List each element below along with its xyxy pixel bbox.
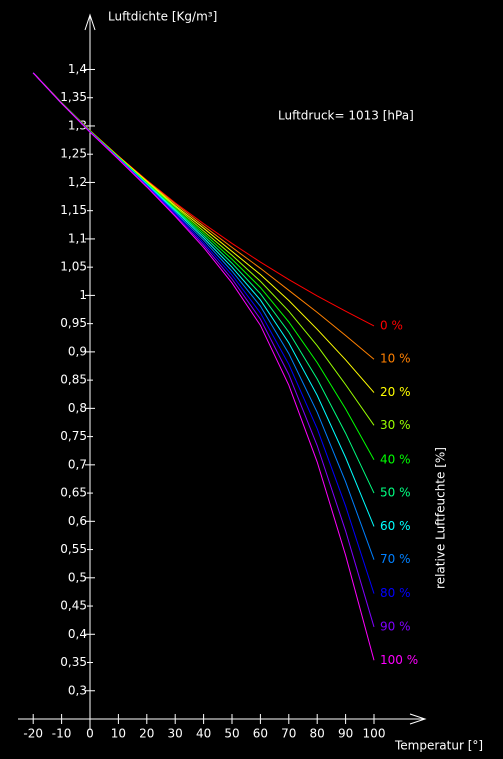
series-label: 80 %: [380, 586, 411, 600]
x-tick-label: 80: [310, 727, 325, 741]
x-tick-label: 40: [196, 727, 211, 741]
x-tick-label: 0: [86, 727, 94, 741]
series-label: 40 %: [380, 452, 411, 466]
y-minor-tick-label: 1,25: [60, 147, 87, 161]
annotation: Luftdruck= 1013 [hPa]: [278, 109, 414, 123]
y-minor-tick-label: 0,55: [60, 542, 87, 556]
x-tick-label: -10: [52, 727, 72, 741]
x-tick-label: 30: [168, 727, 183, 741]
series-label: 10 %: [380, 352, 411, 366]
y-axis-arrow: [84, 13, 96, 31]
y-tick-label: 1,3: [68, 118, 87, 132]
x-tick-label: 90: [338, 727, 353, 741]
y-tick-label: 0,8: [68, 401, 87, 415]
y-axis-title: Luftdichte [Kg/m³]: [108, 10, 217, 24]
y-tick-label: 1: [79, 288, 87, 302]
y-minor-tick-label: 1,35: [60, 90, 87, 104]
y-minor-tick-label: 0,85: [60, 373, 87, 387]
x-tick-label: 60: [253, 727, 268, 741]
y-tick-label: 0,4: [68, 627, 87, 641]
series-label: 20 %: [380, 385, 411, 399]
series-line: [32, 72, 375, 661]
x-tick-label: 50: [224, 727, 239, 741]
series-label: 90 %: [380, 619, 411, 633]
y-tick-label: 0,3: [68, 683, 87, 697]
series-label: 30 %: [380, 418, 411, 432]
series-label: 50 %: [380, 486, 411, 500]
y-tick-label: 0,7: [68, 457, 87, 471]
x-tick-label: 10: [111, 727, 126, 741]
series-label: 100 %: [380, 653, 418, 667]
y-tick-label: 0,9: [68, 344, 87, 358]
y-minor-tick-label: 1,15: [60, 203, 87, 217]
legend-title: relative Luftfeuchte [%]: [434, 447, 448, 589]
y-minor-tick-label: 0,65: [60, 486, 87, 500]
x-tick-label: -20: [23, 727, 43, 741]
x-tick-label: 20: [139, 727, 154, 741]
y-minor-tick-label: 0,75: [60, 429, 87, 443]
series-label: 70 %: [380, 552, 411, 566]
x-axis-title: Temperatur [°]: [394, 739, 483, 753]
y-minor-tick-label: 0,35: [60, 655, 87, 669]
y-minor-tick-label: 0,45: [60, 599, 87, 613]
y-tick-label: 0,5: [68, 570, 87, 584]
y-minor-tick-label: 0,95: [60, 316, 87, 330]
y-tick-label: 0,6: [68, 514, 87, 528]
y-tick-label: 1,2: [68, 175, 87, 189]
series-label: 60 %: [380, 519, 411, 533]
series-label: 0 %: [380, 318, 403, 332]
y-tick-label: 1,4: [68, 62, 87, 76]
y-tick-label: 1,1: [68, 231, 87, 245]
x-tick-label: 100: [363, 727, 386, 741]
x-tick-label: 70: [281, 727, 296, 741]
y-minor-tick-label: 1,05: [60, 260, 87, 274]
x-axis-arrow: [409, 713, 427, 725]
